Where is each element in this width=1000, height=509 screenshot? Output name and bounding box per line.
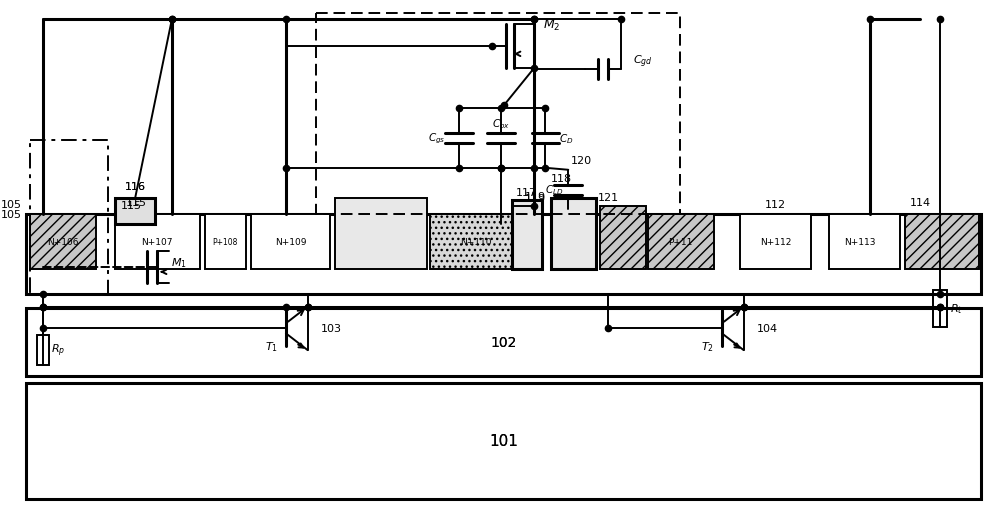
Text: N+106: N+106 xyxy=(47,237,79,246)
Text: N+112: N+112 xyxy=(760,237,791,246)
Text: 115: 115 xyxy=(120,201,141,211)
Bar xyxy=(205,215,246,269)
Text: 115: 115 xyxy=(125,198,146,208)
Bar xyxy=(430,215,524,269)
Text: $C_{ox}$: $C_{ox}$ xyxy=(492,117,510,131)
Bar xyxy=(30,215,96,269)
Text: 114: 114 xyxy=(910,198,931,208)
Text: 117: 117 xyxy=(516,187,537,197)
Text: $C_{gs}$: $C_{gs}$ xyxy=(428,132,445,146)
Bar xyxy=(600,207,646,269)
Text: P+108: P+108 xyxy=(213,237,238,246)
Text: 119: 119 xyxy=(524,193,545,203)
Text: 102: 102 xyxy=(491,335,517,350)
Bar xyxy=(26,383,981,499)
Text: $R_p$: $R_p$ xyxy=(51,342,65,359)
Text: 104: 104 xyxy=(757,324,778,334)
Bar xyxy=(829,215,900,269)
Text: $C_D$: $C_D$ xyxy=(559,132,574,146)
Bar xyxy=(551,198,596,269)
Text: N+110: N+110 xyxy=(460,237,492,246)
Text: $M_2$: $M_2$ xyxy=(543,17,561,33)
Text: 116: 116 xyxy=(125,181,146,191)
Bar xyxy=(335,198,427,269)
Text: 119: 119 xyxy=(524,191,545,201)
Text: $R_t$: $R_t$ xyxy=(950,302,963,316)
Text: N+109: N+109 xyxy=(275,237,307,246)
Text: 120: 120 xyxy=(571,156,592,165)
Text: $T_1$: $T_1$ xyxy=(265,340,278,353)
Bar xyxy=(26,215,981,294)
Text: 116: 116 xyxy=(125,181,146,191)
Text: 105: 105 xyxy=(1,210,22,220)
Bar xyxy=(26,309,981,376)
Text: 112: 112 xyxy=(765,200,786,210)
Text: $C_{LD}$: $C_{LD}$ xyxy=(545,183,563,197)
Bar xyxy=(648,215,714,269)
Text: P+11: P+11 xyxy=(668,237,692,246)
Text: $C_{gd}$: $C_{gd}$ xyxy=(633,53,652,70)
Bar xyxy=(740,215,811,269)
Bar xyxy=(37,335,49,365)
Bar xyxy=(115,198,155,225)
Text: N+107: N+107 xyxy=(141,237,173,246)
Text: 118: 118 xyxy=(550,174,572,183)
Text: 101: 101 xyxy=(489,433,518,448)
Text: 103: 103 xyxy=(321,324,342,334)
Bar xyxy=(933,290,947,328)
Bar xyxy=(512,200,542,269)
Text: 105: 105 xyxy=(1,200,22,210)
Text: $M_1$: $M_1$ xyxy=(171,256,187,269)
Text: 102: 102 xyxy=(491,335,517,350)
Text: $T_2$: $T_2$ xyxy=(701,340,714,353)
Text: 101: 101 xyxy=(489,433,518,448)
Text: 121: 121 xyxy=(597,192,618,202)
Bar xyxy=(905,215,979,269)
Bar xyxy=(251,215,330,269)
Text: N+113: N+113 xyxy=(844,237,875,246)
Bar xyxy=(115,215,200,269)
